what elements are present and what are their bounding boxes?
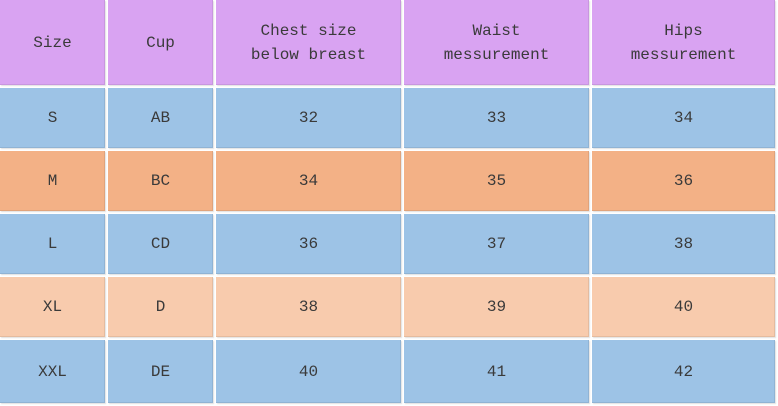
table-cell: 39 xyxy=(404,277,589,337)
cell-text: 36 xyxy=(673,172,694,190)
header-cell: Hips messurement xyxy=(592,0,775,85)
cell-text: 38 xyxy=(673,235,694,253)
table-cell: 41 xyxy=(404,340,589,403)
cell-text: 39 xyxy=(486,298,507,316)
header-text: below breast xyxy=(250,45,367,64)
header-cell: Chest size below breast xyxy=(216,0,401,85)
table-cell: 42 xyxy=(592,340,775,403)
header-cell: Cup xyxy=(108,0,213,85)
cell-text: 32 xyxy=(298,109,319,127)
cell-text: 41 xyxy=(486,362,507,381)
table-cell: 34 xyxy=(216,151,401,211)
table-cell: 34 xyxy=(592,88,775,148)
table-cell: 38 xyxy=(592,214,775,274)
cell-text: 42 xyxy=(673,362,694,381)
table-cell: BC xyxy=(108,151,213,211)
table-cell: 35 xyxy=(404,151,589,211)
header-text: messurement xyxy=(443,45,550,64)
cell-text: 38 xyxy=(298,298,319,316)
header-cell: Waist messurement xyxy=(404,0,589,85)
table-cell: 36 xyxy=(216,214,401,274)
header-text: Waist xyxy=(472,21,521,40)
table-cell: XL xyxy=(0,277,105,337)
cell-text: 35 xyxy=(486,172,507,190)
table-cell: AB xyxy=(108,88,213,148)
table-cell: 37 xyxy=(404,214,589,274)
header-text: Size xyxy=(33,33,72,52)
table-cell: DE xyxy=(108,340,213,403)
header-text: Cup xyxy=(146,33,175,52)
cell-text: L xyxy=(47,235,58,253)
table-cell: 38 xyxy=(216,277,401,337)
table-cell: M xyxy=(0,151,105,211)
cell-text: CD xyxy=(150,235,171,253)
header-text: messurement xyxy=(630,45,737,64)
table-cell: 36 xyxy=(592,151,775,211)
table-cell: 33 xyxy=(404,88,589,148)
header-text: Hips xyxy=(664,21,703,40)
cell-text: 33 xyxy=(486,109,507,127)
cell-text: 37 xyxy=(486,235,507,253)
table-cell: 40 xyxy=(216,340,401,403)
cell-text: 40 xyxy=(673,298,694,316)
cell-text: 34 xyxy=(298,172,319,190)
table-cell: XXL xyxy=(0,340,105,403)
cell-text: M xyxy=(47,172,58,190)
table-cell: CD xyxy=(108,214,213,274)
cell-text: D xyxy=(155,298,166,316)
cell-text: 40 xyxy=(298,362,319,381)
cell-text: 36 xyxy=(298,235,319,253)
table-cell: L xyxy=(0,214,105,274)
cell-text: XL xyxy=(42,298,63,316)
cell-text: S xyxy=(47,109,58,127)
table-cell: 40 xyxy=(592,277,775,337)
table-cell: S xyxy=(0,88,105,148)
cell-text: XXL xyxy=(38,362,67,381)
cell-text: BC xyxy=(150,172,171,190)
table-cell: D xyxy=(108,277,213,337)
cell-text: 34 xyxy=(673,109,694,127)
header-cell: Size xyxy=(0,0,105,85)
cell-text: DE xyxy=(150,362,171,381)
header-text: Chest size xyxy=(260,21,357,40)
table-cell: 32 xyxy=(216,88,401,148)
cell-text: AB xyxy=(150,109,171,127)
